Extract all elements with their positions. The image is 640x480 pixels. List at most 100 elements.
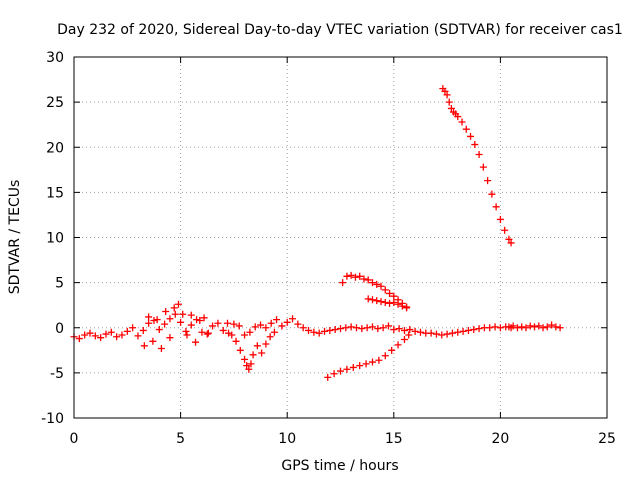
series-descending-track-12-6-15-6-h	[339, 271, 411, 311]
data-points	[70, 85, 564, 381]
data-point	[123, 327, 131, 335]
data-point	[441, 87, 449, 95]
data-point	[187, 321, 195, 329]
data-point	[364, 276, 372, 284]
data-point	[406, 326, 414, 334]
data-point	[374, 325, 382, 333]
data-point	[390, 298, 398, 306]
data-point	[203, 330, 211, 338]
data-point	[373, 280, 381, 288]
data-point	[162, 308, 170, 316]
data-point	[140, 342, 148, 350]
data-point	[241, 331, 249, 339]
data-point	[253, 342, 261, 350]
data-point	[81, 331, 89, 339]
data-point	[443, 91, 451, 99]
data-point	[337, 325, 344, 333]
data-point	[356, 272, 364, 280]
data-point	[492, 203, 500, 211]
data-point	[522, 324, 530, 332]
data-point	[331, 326, 339, 334]
data-point	[447, 104, 455, 112]
data-point	[200, 314, 208, 322]
x-tick-label: 15	[385, 431, 403, 447]
data-point	[245, 365, 253, 373]
series-dip-near-8-hours	[224, 319, 278, 373]
data-point	[270, 328, 278, 336]
data-point	[379, 324, 387, 332]
data-point	[157, 345, 165, 353]
data-point	[394, 341, 402, 349]
data-point	[352, 324, 360, 332]
data-point	[247, 360, 255, 368]
data-point	[539, 324, 547, 332]
data-point	[273, 316, 281, 324]
data-point	[400, 326, 408, 334]
data-point	[464, 326, 472, 334]
data-point	[363, 324, 371, 332]
data-point	[531, 323, 539, 331]
data-point	[479, 163, 487, 171]
data-point	[509, 322, 517, 330]
data-point	[198, 328, 206, 336]
data-point	[526, 322, 534, 330]
data-point	[219, 326, 227, 334]
x-axis-label: GPS time / hours	[281, 458, 398, 474]
data-point	[364, 295, 372, 303]
data-point	[166, 334, 174, 342]
data-point	[177, 318, 185, 326]
data-point	[471, 141, 479, 149]
data-point	[543, 323, 551, 331]
data-point	[454, 113, 462, 121]
axes: 0 5 10 15 20 25 -10 -5 0 5 10 15 20 25 30	[41, 50, 616, 447]
data-point	[381, 286, 389, 294]
data-point	[411, 327, 419, 335]
data-point	[337, 367, 344, 375]
data-point	[470, 326, 478, 334]
data-point	[390, 292, 398, 300]
y-tick-label: -10	[41, 411, 64, 427]
data-point	[384, 322, 392, 330]
data-point	[445, 98, 453, 106]
data-point	[347, 323, 355, 331]
data-point	[257, 321, 265, 329]
data-point	[149, 337, 157, 345]
data-point	[368, 323, 376, 331]
data-point	[75, 335, 83, 343]
data-point	[113, 333, 121, 341]
data-point	[358, 325, 366, 333]
data-point	[388, 346, 396, 354]
data-point	[174, 300, 182, 308]
data-point	[241, 355, 249, 363]
data-point	[360, 275, 368, 283]
data-point	[386, 299, 394, 307]
data-point	[91, 332, 99, 340]
data-point	[236, 346, 244, 354]
data-point	[467, 132, 475, 140]
grid-lines	[73, 56, 608, 419]
data-point	[294, 320, 302, 328]
data-point	[134, 332, 142, 340]
data-point	[204, 329, 212, 337]
data-point	[394, 300, 402, 308]
data-point	[155, 326, 163, 334]
data-point	[182, 327, 190, 335]
data-point	[262, 324, 270, 332]
series-main-band	[70, 310, 515, 343]
x-tick-label: 5	[176, 431, 185, 447]
y-tick-label: 5	[55, 276, 64, 292]
data-point	[214, 319, 222, 327]
data-point	[362, 360, 370, 368]
y-tick-label: 20	[46, 140, 64, 156]
data-point	[246, 328, 254, 336]
data-point	[305, 326, 313, 334]
data-point	[552, 323, 560, 331]
data-point	[310, 328, 318, 336]
y-tick-label: -5	[50, 366, 64, 382]
data-point	[513, 324, 521, 332]
data-point	[339, 279, 347, 287]
data-point	[161, 320, 169, 328]
data-point	[235, 322, 243, 330]
data-point	[484, 177, 492, 185]
data-point	[315, 329, 323, 337]
